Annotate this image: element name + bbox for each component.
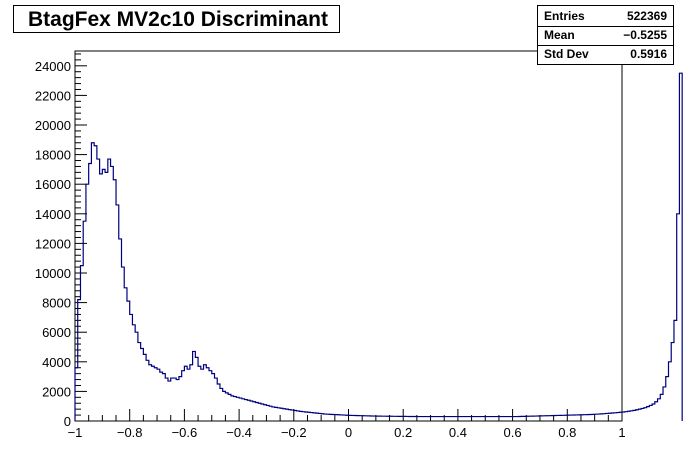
y-tick-label: 14000: [35, 207, 71, 222]
y-tick-label: 10000: [35, 266, 71, 281]
x-tick-label: −0.2: [281, 425, 307, 440]
title-box: BtagFex MV2c10 Discriminant: [13, 5, 340, 33]
x-tick-label: −0.8: [117, 425, 143, 440]
x-tick-label: −1: [68, 425, 83, 440]
y-tick-label: 18000: [35, 148, 71, 163]
stats-divider: [538, 26, 673, 27]
stats-mean-value: −0.5255: [623, 28, 667, 42]
stats-mean-label: Mean: [544, 28, 575, 42]
y-tick-label: 4000: [42, 355, 71, 370]
stats-box: Entries 522369 Mean −0.5255 Std Dev 0.59…: [537, 5, 674, 65]
stats-mean-row: Mean −0.5255: [544, 28, 667, 46]
stats-stddev-label: Std Dev: [544, 47, 589, 61]
stats-entries-value: 522369: [626, 9, 667, 23]
chart-title: BtagFex MV2c10 Discriminant: [28, 8, 328, 31]
y-tick-label: 24000: [35, 59, 71, 74]
stats-entries-row: Entries 522369: [544, 9, 667, 27]
y-tick-label: 12000: [35, 236, 71, 251]
stats-stddev-value: 0.5916: [630, 47, 667, 61]
plot-frame: [74, 50, 623, 422]
histogram-line: [74, 72, 683, 421]
x-tick-label: 0: [345, 425, 352, 440]
stats-entries-label: Entries: [544, 9, 585, 23]
x-tick-label: −0.6: [172, 425, 198, 440]
y-tick-label: 22000: [35, 88, 71, 103]
y-axis: 0 2000 4000 6000 8000 10000 12000 14000 16000 180…: [35, 53, 87, 429]
x-axis: −1 −0.8 −0.6 −0.4 −0.2 0 0.2 0.4 0.6 0.8 1: [68, 409, 626, 440]
y-tick-label: 20000: [35, 118, 71, 133]
y-tick-label: 6000: [42, 325, 71, 340]
x-tick-label: 0.6: [504, 425, 522, 440]
y-tick-label: 16000: [35, 177, 71, 192]
x-tick-label: 1: [618, 425, 625, 440]
x-tick-label: −0.4: [226, 425, 252, 440]
stats-stddev-row: Std Dev 0.5916: [544, 47, 667, 65]
y-tick-label: 8000: [42, 296, 71, 311]
y-tick-label: 2000: [42, 384, 71, 399]
y-tick-label: 0: [64, 414, 71, 429]
stats-divider: [538, 45, 673, 46]
x-tick-label: 0.8: [558, 425, 576, 440]
x-tick-label: 0.2: [394, 425, 412, 440]
x-tick-label: 0.4: [449, 425, 467, 440]
